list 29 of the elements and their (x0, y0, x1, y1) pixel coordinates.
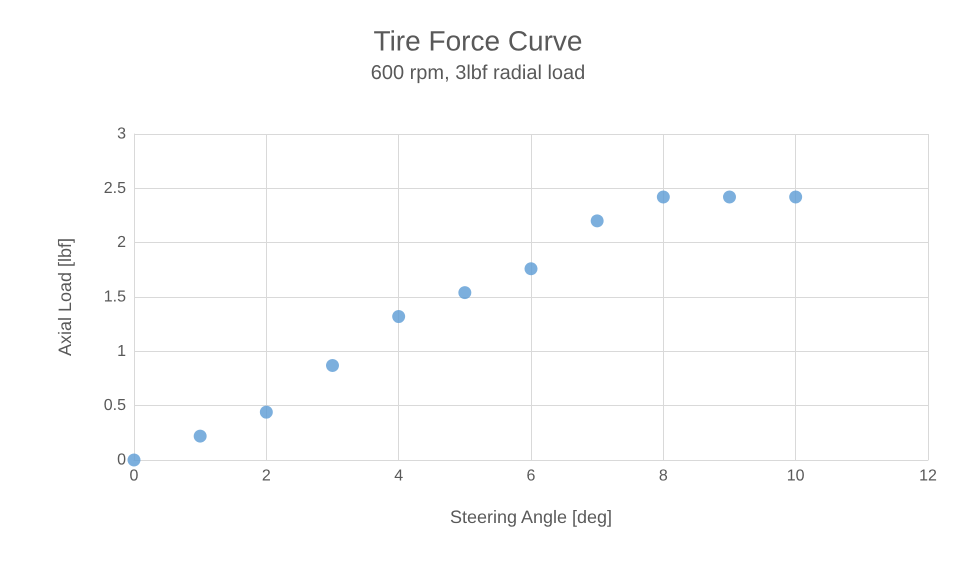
y-tick-label: 1 (117, 342, 126, 360)
x-tick-label: 4 (394, 468, 404, 484)
x-tick-label: 2 (262, 468, 271, 484)
y-tick-label: 0.5 (104, 397, 126, 414)
x-tick-label: 12 (919, 468, 937, 484)
y-tick-label: 1.5 (104, 288, 126, 306)
y-tick-label: 3 (117, 126, 126, 142)
chart-title: Tire Force Curve (373, 26, 583, 56)
x-tick-label: 10 (786, 468, 805, 484)
y-tick-label: 2 (117, 234, 126, 252)
point (789, 190, 802, 204)
point (392, 310, 406, 324)
x-tick-label: 0 (130, 468, 139, 484)
point (723, 190, 736, 204)
point (656, 190, 670, 204)
point (326, 358, 339, 372)
point (458, 286, 472, 300)
x-axis-title: Steering Angle [deg] (450, 507, 612, 527)
point (260, 406, 273, 419)
point (590, 214, 604, 228)
y-tick-label: 2.5 (104, 180, 126, 197)
x-tick-label: 6 (526, 468, 536, 484)
point (128, 454, 140, 466)
y-tick-label: 0 (117, 452, 126, 468)
y-axis-title: Axial Load [lbf] (55, 238, 75, 356)
chart-subtitle: 600 rpm, 3lbf radial load (370, 62, 586, 84)
point (194, 430, 207, 443)
point (524, 262, 538, 276)
x-tick-label: 8 (658, 468, 668, 484)
